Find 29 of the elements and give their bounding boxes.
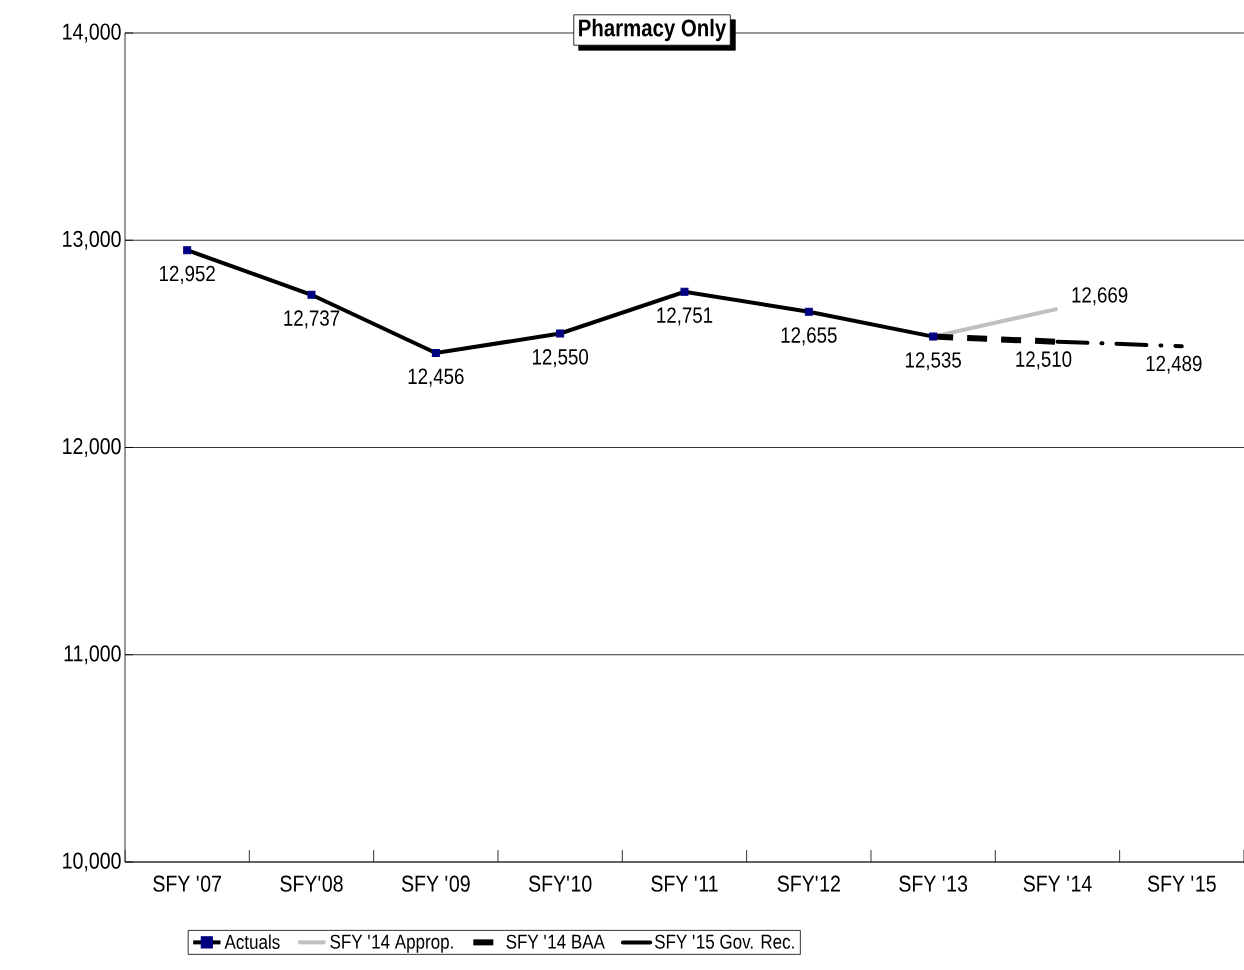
legend-label: SFY '14 BAA	[506, 934, 605, 949]
data-label: 12,751	[657, 307, 713, 326]
data-label: 12,535	[905, 352, 961, 371]
chart-title: Pharmacy Only	[579, 18, 727, 42]
data-label: 12,655	[781, 327, 837, 346]
x-tick-label: SFY '09	[401, 875, 470, 892]
y-tick-label: 14,000	[63, 23, 121, 43]
legend-label: SFY '15 Gov. Rec.	[654, 934, 794, 949]
data-label: 12,550	[532, 349, 589, 368]
x-tick-label: SFY '11	[651, 875, 718, 892]
y-tick-label: 12,000	[63, 438, 121, 458]
data-label: 12,489	[1146, 355, 1202, 374]
x-tick-label: SFY '13	[899, 875, 968, 892]
x-tick-label: SFY '07	[153, 875, 221, 892]
x-tick-label: SFY '15	[1147, 875, 1216, 892]
x-tick-label: SFY '14	[1023, 875, 1092, 892]
y-tick-label: 11,000	[64, 645, 121, 665]
legend-label: Actuals	[224, 934, 280, 950]
x-tick-label: SFY'12	[777, 875, 840, 892]
data-label: 12,669	[1072, 287, 1128, 306]
data-label: 12,952	[160, 265, 215, 284]
y-tick-label: 13,000	[63, 230, 121, 250]
y-tick-label: 10,000	[63, 852, 121, 872]
data-label: 12,456	[408, 368, 464, 387]
data-label: 12,737	[284, 310, 340, 329]
x-tick-label: SFY'08	[280, 875, 343, 892]
x-tick-label: SFY'10	[528, 875, 592, 892]
legend-label: SFY '14 Approp.	[330, 934, 453, 953]
data-label: 12,510	[1016, 351, 1072, 370]
